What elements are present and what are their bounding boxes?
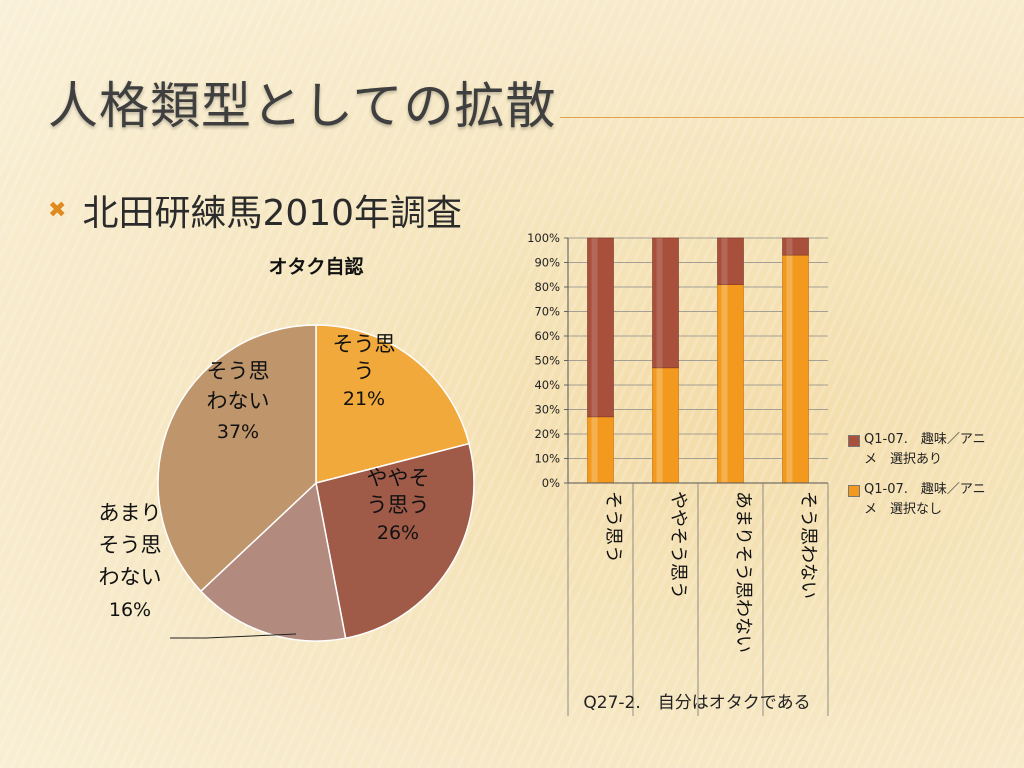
slide-title: 人格類型としての拡散 <box>48 77 557 135</box>
pie-slice-1 <box>315 324 470 484</box>
y-tick-label: 80% <box>534 280 560 294</box>
bar-segment-not-selected <box>717 284 744 484</box>
bar-segment-selected <box>587 237 614 418</box>
pie-title: オタク自認 <box>268 255 363 278</box>
bar-highlight <box>591 416 598 483</box>
y-tick-label: 70% <box>534 305 560 319</box>
legend-label-not-selected-line1: Q1-07. 趣味／アニ <box>864 482 986 497</box>
y-tick-label: 0% <box>542 476 560 490</box>
legend-label-selected: Q1-07. 趣味／アニ メ 選択あり <box>864 430 986 470</box>
bar-highlight <box>721 284 728 483</box>
x-axis-title: Q27-2. 自分はオタクである <box>583 693 810 713</box>
pie-chart: オタク自認 そう思う21%ややそう思う26%あまりそう思わない16%そう思わない… <box>99 255 475 642</box>
bar-highlight <box>656 367 663 483</box>
bar-highlight <box>721 238 728 285</box>
legend-label-selected-line1: Q1-07. 趣味／アニ <box>864 432 986 447</box>
legend-item-not-selected: Q1-07. 趣味／アニ メ 選択なし <box>848 480 1018 520</box>
y-tick-label: 20% <box>534 427 560 441</box>
pie-pct-label-2: 26% <box>377 522 419 544</box>
x-tick-label: あまりそう思わない <box>733 491 754 653</box>
legend-label-not-selected-line2: メ 選択なし <box>864 502 943 517</box>
x-mark-icon: ✖ <box>48 197 67 223</box>
title-divider <box>560 117 1024 118</box>
pie-pct-label-3: 16% <box>109 599 151 621</box>
bar-segment-not-selected <box>782 254 809 484</box>
pie-leader-line <box>170 633 297 639</box>
x-tick-label: そう思わない <box>798 491 819 599</box>
bar-highlight <box>656 238 663 368</box>
pie-pct-label-4: 37% <box>217 421 259 443</box>
y-tick-label: 50% <box>534 354 560 368</box>
bar-segment-not-selected <box>587 416 614 484</box>
y-tick-label: 100% <box>527 231 560 245</box>
legend-item-selected: Q1-07. 趣味／アニ メ 選択あり <box>848 430 1018 470</box>
pie-label-2-line-1: ややそ <box>367 466 430 490</box>
pie-label-1-line-1: そう思 <box>333 332 396 356</box>
bar-segment-selected <box>782 237 809 256</box>
pie-label-3-line-2: そう思 <box>99 533 162 557</box>
pie-slice-2 <box>315 442 475 640</box>
stacked-bar-chart: 0% 10% 20% 30% 40% 50% 60% 70% 80% 90% 100% そう思う ややそ… <box>527 231 829 716</box>
pie-slice-3 <box>199 481 347 642</box>
legend-swatch-not-selected <box>848 485 860 497</box>
bar-highlight <box>786 255 793 483</box>
legend-swatch-selected <box>848 435 860 447</box>
y-tick-label: 10% <box>534 452 560 466</box>
y-tick-label: 60% <box>534 329 560 343</box>
bullet-item: ✖ 北田研練馬2010年調査 <box>48 184 462 236</box>
pie-label-1-line-2: う <box>354 359 375 383</box>
bar-segment-not-selected <box>652 367 679 484</box>
y-tick-label: 90% <box>534 256 560 270</box>
pie-label-4-line-2: わない <box>207 389 270 413</box>
bullet-text: 北田研練馬2010年調査 <box>82 193 463 234</box>
bar-segment-selected <box>717 237 744 285</box>
x-tick-label: そう思う <box>603 491 624 563</box>
x-tick-label: ややそう思う <box>668 491 689 599</box>
y-tick-label: 30% <box>534 403 560 417</box>
legend-label-not-selected: Q1-07. 趣味／アニ メ 選択なし <box>864 480 986 520</box>
pie-label-3-line-1: あまり <box>99 501 162 525</box>
bar-highlight <box>786 238 793 256</box>
pie-pct-label-1: 21% <box>343 388 385 410</box>
pie-label-3-line-3: わない <box>99 565 162 589</box>
bar-highlight <box>591 238 598 417</box>
pie-slice-4 <box>157 324 317 593</box>
pie-label-2-line-2: う思う <box>367 493 430 517</box>
legend-label-selected-line2: メ 選択あり <box>864 452 943 467</box>
bar-segment-selected <box>652 237 679 369</box>
y-tick-label: 40% <box>534 378 560 392</box>
bar-legend: Q1-07. 趣味／アニ メ 選択あり Q1-07. 趣味／アニ メ 選択なし <box>848 430 1018 530</box>
pie-label-4-line-1: そう思 <box>207 359 270 383</box>
